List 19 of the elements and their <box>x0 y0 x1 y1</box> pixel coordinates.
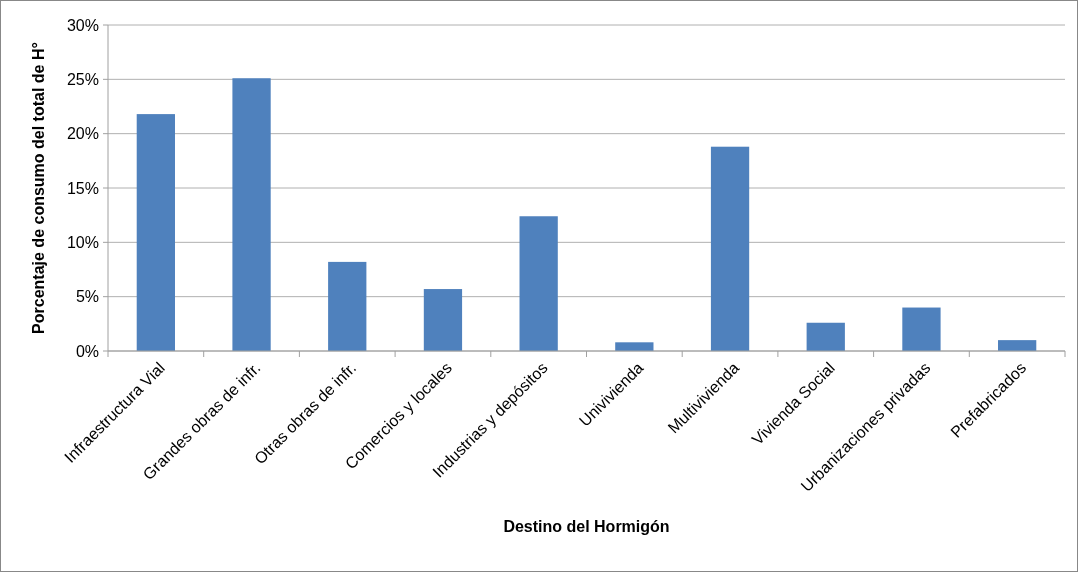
bar <box>232 78 271 351</box>
y-tick-label: 0% <box>75 342 99 360</box>
bar <box>328 261 367 351</box>
bar <box>806 322 845 351</box>
bar <box>423 289 463 351</box>
y-tick-label: 15% <box>66 179 99 197</box>
y-tick-label: 25% <box>66 70 99 88</box>
bar <box>710 146 750 351</box>
y-tick-label: 5% <box>75 288 99 306</box>
bar <box>519 216 558 351</box>
y-tick-label: 30% <box>66 16 99 34</box>
bar <box>615 342 654 351</box>
y-axis-title: Porcentaje de consumo del total de H° <box>30 42 47 334</box>
bar <box>998 340 1037 351</box>
bar <box>136 114 175 351</box>
bar <box>902 307 941 351</box>
y-tick-label: 20% <box>66 125 99 143</box>
x-axis-title: Destino del Hormigón <box>503 518 670 535</box>
y-tick-label: 10% <box>66 233 99 251</box>
